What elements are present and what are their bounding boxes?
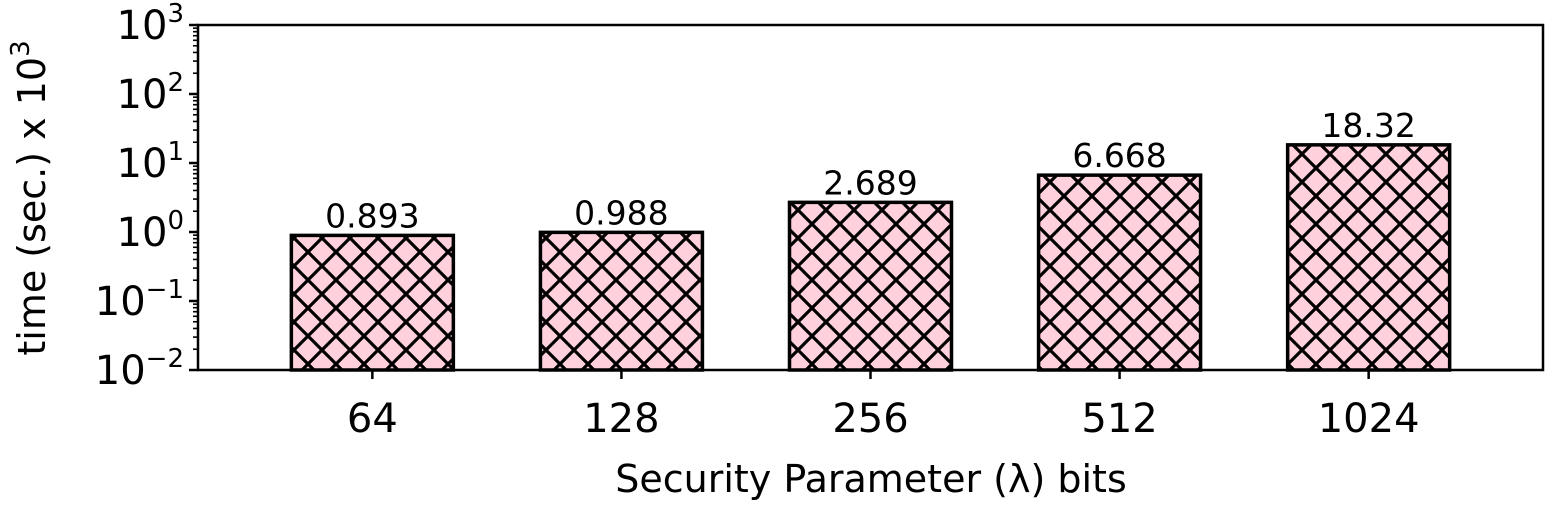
bars-group [289,143,1452,372]
x-tick-label: 128 [583,396,659,442]
bar-value-label: 0.893 [325,196,419,235]
bar-1024 [1285,143,1452,372]
y-tick-label: 10−2 [95,344,184,394]
y-tick-label: 102 [117,68,184,118]
y-tick-label: 103 [117,0,184,49]
y-axis-title-exponent: 3 [6,40,36,57]
x-axis-ticks: 64 128 256 512 1024 [347,370,1420,442]
bar-value-label: 2.689 [823,163,917,202]
bar-labels-group: 0.893 0.988 2.689 6.668 18.32 [325,106,1416,236]
bar-value-label: 18.32 [1321,106,1415,145]
bar-256 [787,200,954,372]
y-tick-label: 100 [117,206,184,256]
y-tick-label: 101 [117,137,184,187]
y-axis-ticks: 10−2 10−1 100 101 102 103 [95,0,198,394]
bar-128 [538,230,705,372]
x-tick-label: 256 [832,396,908,442]
y-axis-title-main: time (sec.) x 10 [10,57,54,356]
bar-512 [1036,173,1203,372]
x-tick-label: 1024 [1318,396,1420,442]
bar-value-label: 0.988 [574,193,668,232]
y-axis-title: time (sec.) x 103 [6,40,54,355]
x-tick-label: 64 [347,396,398,442]
x-tick-label: 512 [1081,396,1157,442]
x-axis-title: Security Parameter (λ) bits [615,457,1127,501]
y-tick-label: 10−1 [95,275,184,325]
bar-64 [289,233,456,372]
bar-value-label: 6.668 [1072,136,1166,175]
